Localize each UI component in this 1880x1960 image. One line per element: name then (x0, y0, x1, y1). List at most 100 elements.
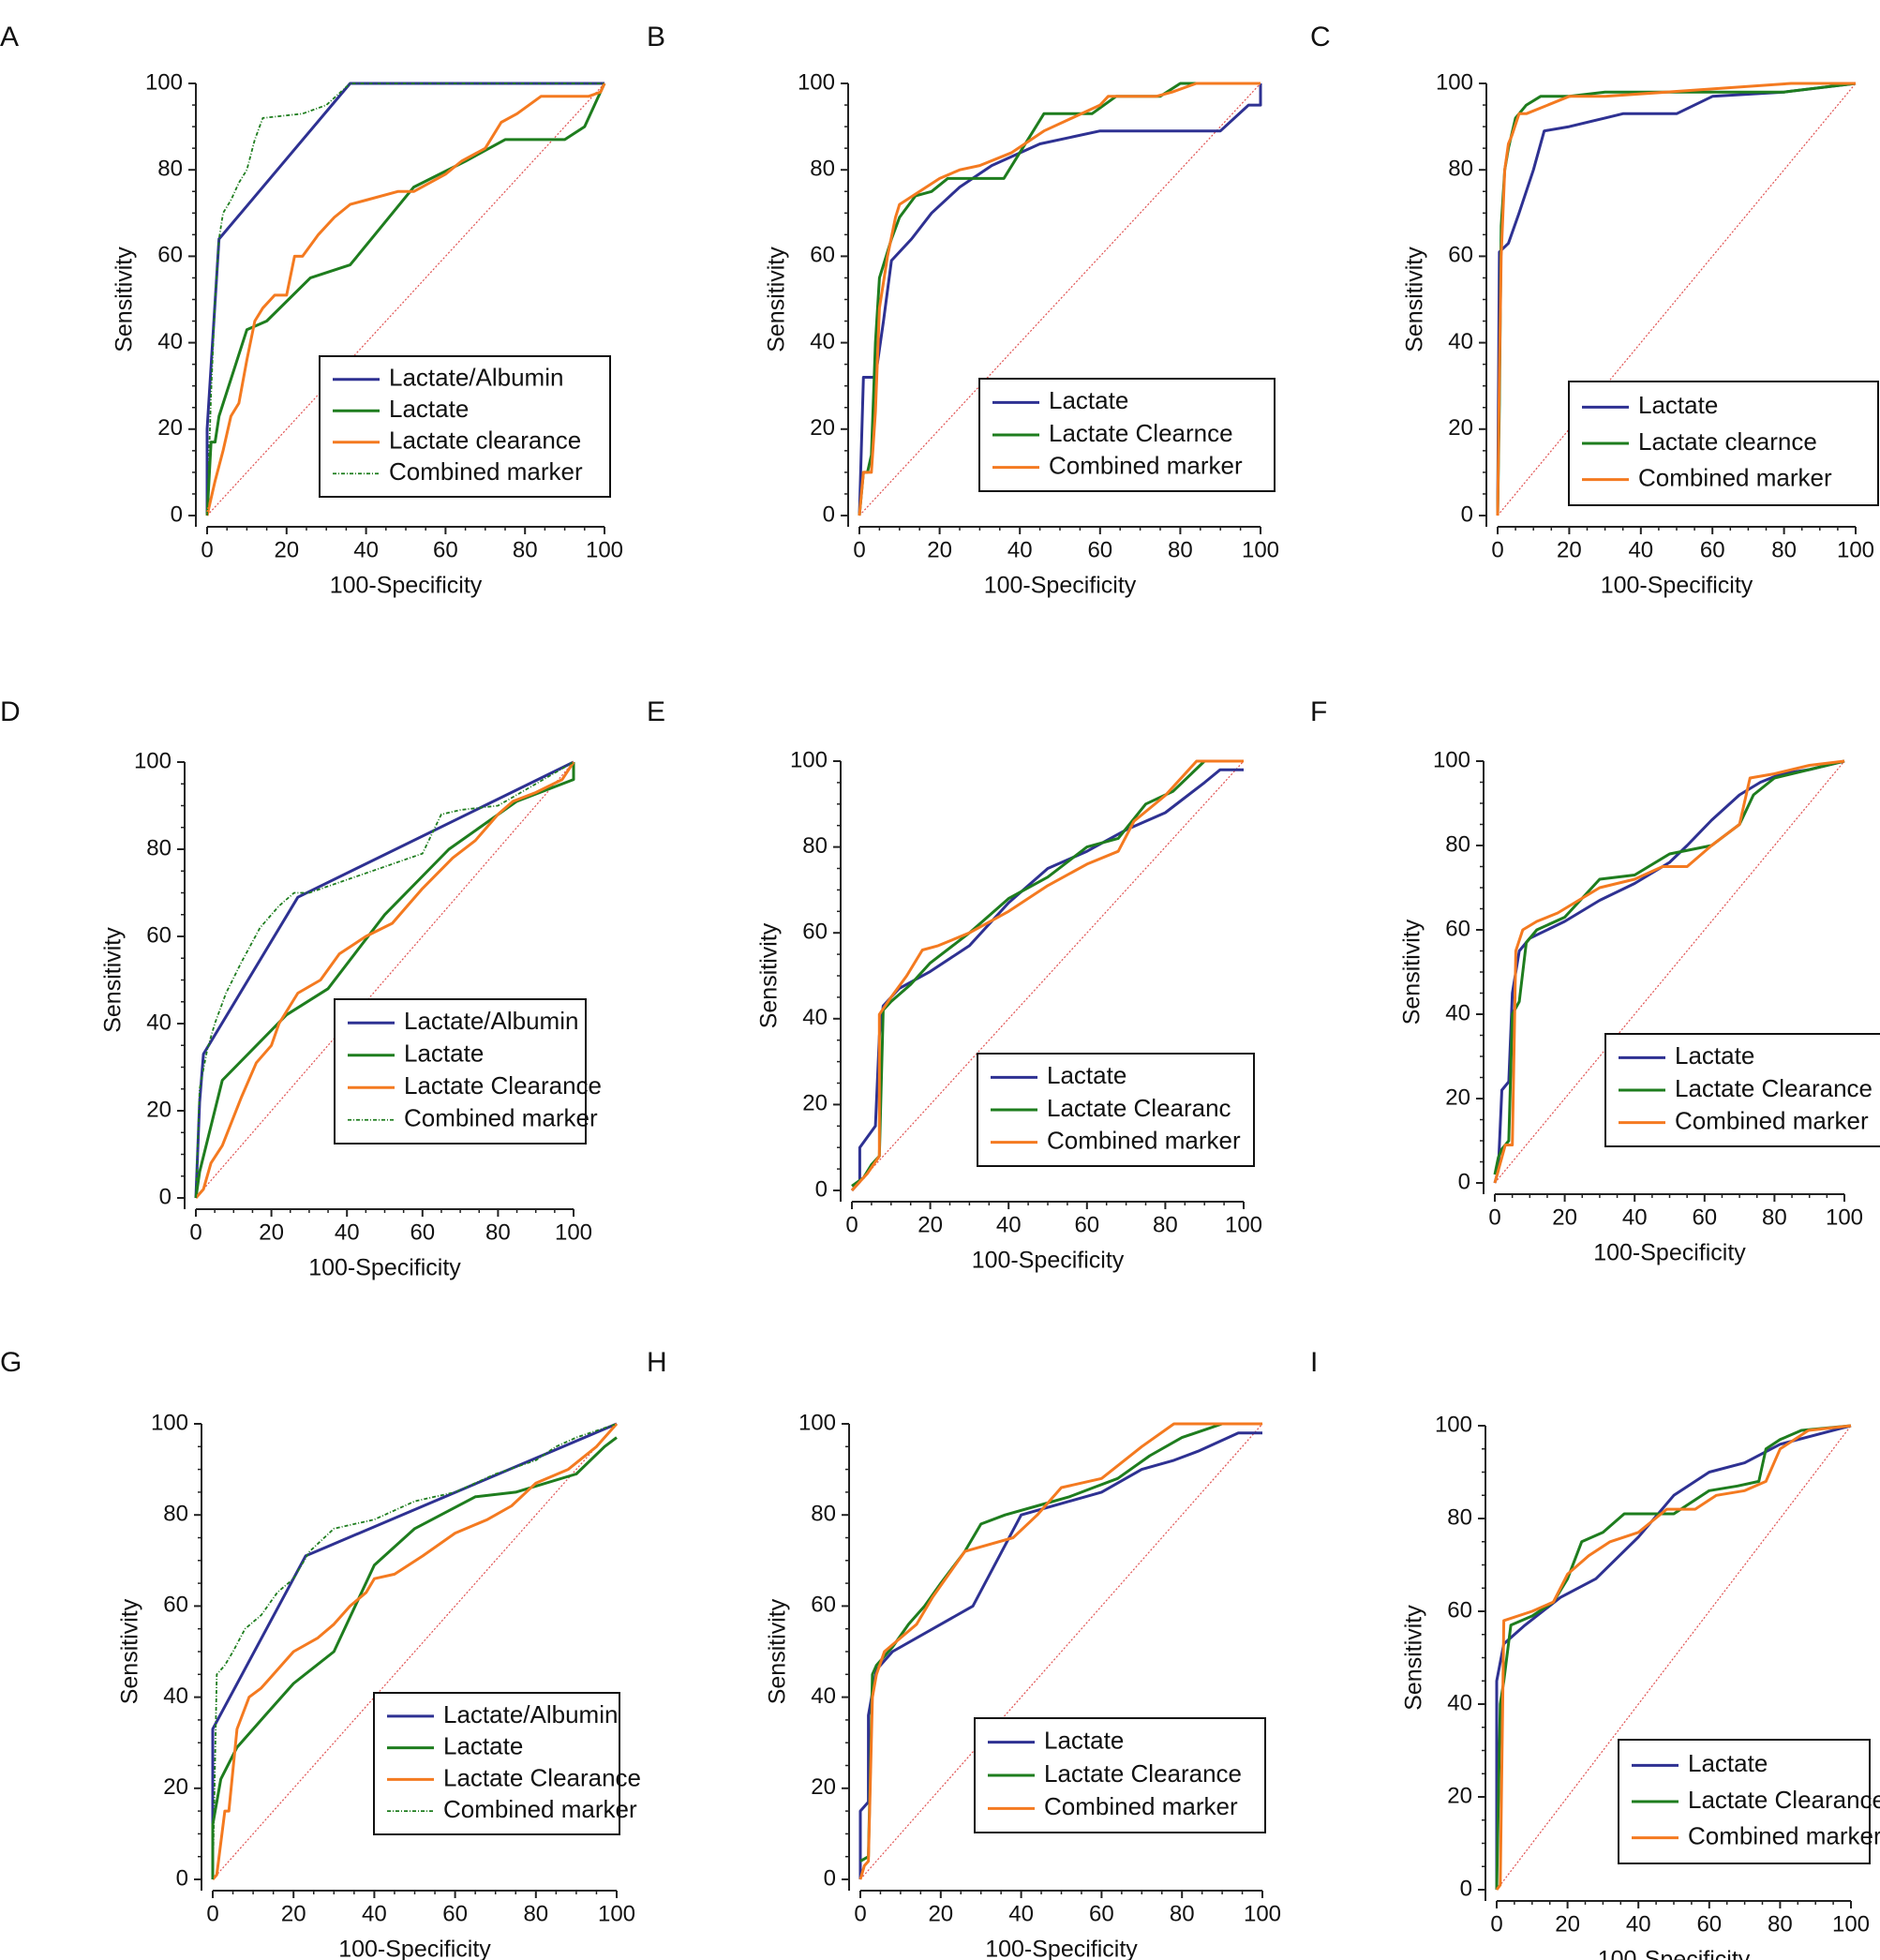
legend-label: Lactate/Albumin (389, 364, 563, 392)
y-tick-label: 0 (1458, 1169, 1470, 1194)
x-tick-label: 60 (433, 537, 458, 562)
panel-d: D 0 20 40 60 80 100 0 20 40 60 80 100 100-Specificity… (0, 696, 602, 1281)
panel-letter: B (647, 22, 665, 52)
panel-letter: G (0, 1347, 22, 1378)
series-line-0 (850, 768, 1244, 1192)
legend-label: Combined marker (404, 1104, 598, 1132)
y-tick-label: 60 (1445, 916, 1470, 941)
x-tick-label: 80 (523, 1901, 548, 1926)
legend-label: Lactate Clearance (1688, 1786, 1880, 1814)
legend: Lactate Lactate Clearance Combined marker (1618, 1739, 1880, 1864)
x-tick-label: 100 (1826, 1204, 1863, 1230)
x-tick-label: 60 (1696, 1911, 1722, 1937)
legend: Lactate Lactate Clearanc Combined marker (977, 1053, 1255, 1167)
y-axis-title: Sensitivity (765, 1598, 791, 1704)
series-line-2 (211, 1423, 619, 1880)
y-tick-label: 40 (1447, 1690, 1472, 1715)
x-axis-title: 100-Specificity (338, 1937, 491, 1960)
y-tick-label: 80 (811, 1502, 836, 1527)
y-tick-label: 20 (1447, 1783, 1472, 1808)
y-tick-label: 80 (1448, 157, 1473, 182)
series-line-1 (859, 1422, 1262, 1863)
x-tick-label: 40 (1626, 1911, 1651, 1937)
x-tick-label: 0 (1491, 537, 1503, 562)
legend-label: Lactate (443, 1732, 523, 1760)
legend-label: Lactate Clearance (1044, 1759, 1242, 1788)
x-tick-label: 80 (1771, 537, 1797, 562)
y-tick-label: 100 (798, 1410, 836, 1435)
y-tick-label: 0 (823, 501, 835, 527)
y-tick-label: 100 (1435, 1412, 1472, 1437)
x-tick-label: 40 (1622, 1204, 1648, 1230)
y-tick-label: 20 (1445, 1085, 1470, 1110)
y-tick-label: 40 (811, 1683, 836, 1709)
y-tick-label: 0 (815, 1176, 828, 1202)
series-line-0 (205, 82, 604, 516)
legend: Lactate/Albumin Lactate Lactate Clearance C… (334, 998, 602, 1145)
x-tick-label: 20 (918, 1212, 943, 1237)
x-tick-label: 60 (410, 1219, 435, 1245)
panel-letter: E (647, 696, 665, 727)
x-axis-title: 100-Specificity (1601, 573, 1753, 599)
legend-label: Lactate (1675, 1041, 1754, 1070)
y-tick-label: 0 (824, 1865, 836, 1891)
legend-label: Combined marker (1044, 1792, 1238, 1820)
series-line-2 (1495, 1424, 1852, 1891)
x-tick-label: 80 (513, 537, 538, 562)
y-tick-label: 100 (1436, 69, 1473, 95)
y-tick-label: 80 (1445, 831, 1470, 857)
panel-letter: I (1310, 1347, 1318, 1378)
y-tick-label: 40 (1448, 329, 1473, 354)
panel-letter: H (647, 1347, 667, 1378)
series-line-0 (1493, 759, 1845, 1184)
legend: Lactate Lactate Clearance Combined marker (974, 1717, 1266, 1833)
legend-label: Lactate Clearanc (1047, 1094, 1231, 1122)
panel-letter: D (0, 696, 21, 727)
x-tick-label: 100 (1832, 1911, 1870, 1937)
legend: Lactate Lactate clearnce Combined marker (1568, 381, 1879, 506)
y-tick-label: 40 (810, 329, 835, 354)
y-tick-label: 20 (811, 1774, 836, 1800)
panel-f: F 0 20 40 60 80 100 0 20 40 60 80 100 100-Specificity… (1310, 696, 1880, 1266)
legend-label: Lactate (389, 395, 469, 423)
x-tick-label: 40 (1628, 537, 1653, 562)
y-tick-label: 60 (163, 1593, 188, 1618)
x-axis-title: 100-Specificity (1598, 1947, 1751, 1960)
legend: Lactate/Albumin Lactate Lactate clearanceC… (319, 355, 611, 498)
x-tick-label: 40 (1008, 1901, 1034, 1926)
y-tick-label: 20 (1448, 415, 1473, 441)
x-axis-title: 100-Specificity (984, 573, 1137, 599)
x-tick-label: 20 (1555, 1911, 1580, 1937)
series-line-0 (194, 760, 574, 1199)
x-tick-label: 80 (485, 1219, 511, 1245)
series-line-2 (850, 759, 1244, 1192)
x-tick-label: 0 (854, 1901, 866, 1926)
y-tick-label: 0 (1461, 501, 1473, 527)
y-tick-label: 80 (1447, 1504, 1472, 1530)
panel-letter: C (1310, 22, 1331, 52)
x-tick-label: 100 (598, 1901, 635, 1926)
y-tick-label: 60 (1448, 243, 1473, 268)
legend-label: Combined marker (389, 457, 583, 486)
x-tick-label: 80 (1768, 1911, 1793, 1937)
series-line-2 (1493, 759, 1845, 1184)
y-axis-title: Sensitivity (1399, 919, 1425, 1025)
y-tick-label: 100 (1433, 747, 1470, 772)
series-line-2 (205, 82, 606, 516)
y-axis-title: Sensitivity (1401, 1605, 1427, 1711)
x-axis-title: 100-Specificity (985, 1937, 1138, 1960)
y-tick-label: 60 (1447, 1597, 1472, 1623)
legend-label: Combined marker (1688, 1822, 1880, 1850)
y-tick-label: 80 (146, 835, 172, 860)
y-tick-label: 80 (163, 1502, 188, 1527)
x-tick-label: 20 (281, 1901, 306, 1926)
reference-diagonal (858, 82, 1261, 516)
legend-label: Combined marker (1675, 1107, 1869, 1135)
panel-g: G 0 20 40 60 80 100 0 20 40 60 80 100 100-Specificity… (0, 1347, 641, 1960)
x-tick-label: 100 (1837, 537, 1874, 562)
y-tick-label: 0 (176, 1865, 188, 1891)
y-tick-label: 60 (157, 243, 183, 268)
y-tick-label: 40 (146, 1010, 172, 1035)
legend-label: Lactate Clearance (443, 1763, 641, 1791)
